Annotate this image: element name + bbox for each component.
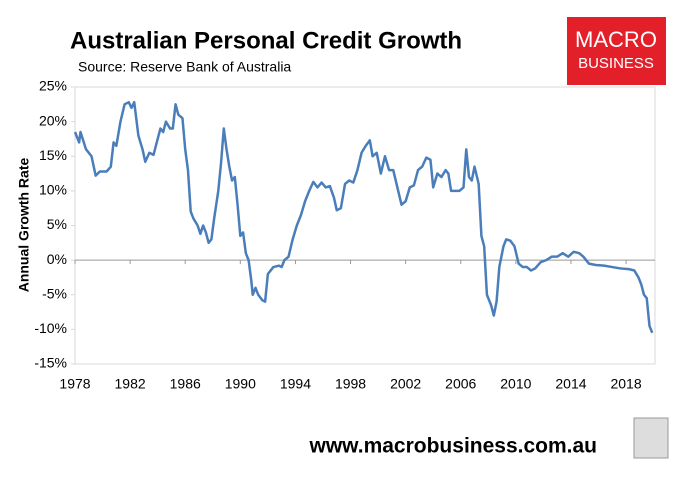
y-tick-label: 10%	[39, 182, 67, 198]
x-tick-label: 2002	[390, 376, 421, 392]
x-tick-label: 1990	[225, 376, 256, 392]
y-axis-label: Annual Growth Rate	[16, 158, 32, 293]
x-tick-label: 1978	[59, 376, 90, 392]
logo-box	[567, 17, 666, 85]
y-tick-label: 25%	[39, 78, 67, 94]
x-tick-label: 1994	[280, 376, 311, 392]
x-tick-label: 2006	[445, 376, 476, 392]
y-tick-label: -5%	[42, 285, 67, 301]
data-line	[73, 100, 654, 334]
chart-title: Australian Personal Credit Growth	[70, 27, 462, 54]
footer-url: www.macrobusiness.com.au	[309, 435, 597, 458]
x-tick-label: 2010	[500, 376, 531, 392]
y-tick-label: -10%	[34, 320, 67, 336]
x-tick-label: 2018	[610, 376, 641, 392]
y-tick-label: 15%	[39, 147, 67, 163]
x-tick-label: 1982	[115, 376, 146, 392]
logo-text: MACRO	[575, 27, 657, 52]
y-tick-label: 20%	[39, 112, 67, 128]
x-tick-label: 1998	[335, 376, 366, 392]
y-tick-label: -15%	[34, 355, 67, 371]
y-tick-label: 5%	[47, 216, 67, 232]
x-tick-label: 2014	[555, 376, 586, 392]
x-tick-label: 1986	[170, 376, 201, 392]
logo-text: BUSINESS	[578, 55, 654, 72]
y-tick-label: 0%	[47, 251, 67, 267]
chart-subtitle: Source: Reserve Bank of Australia	[78, 59, 291, 75]
wolf-icon	[633, 417, 669, 459]
